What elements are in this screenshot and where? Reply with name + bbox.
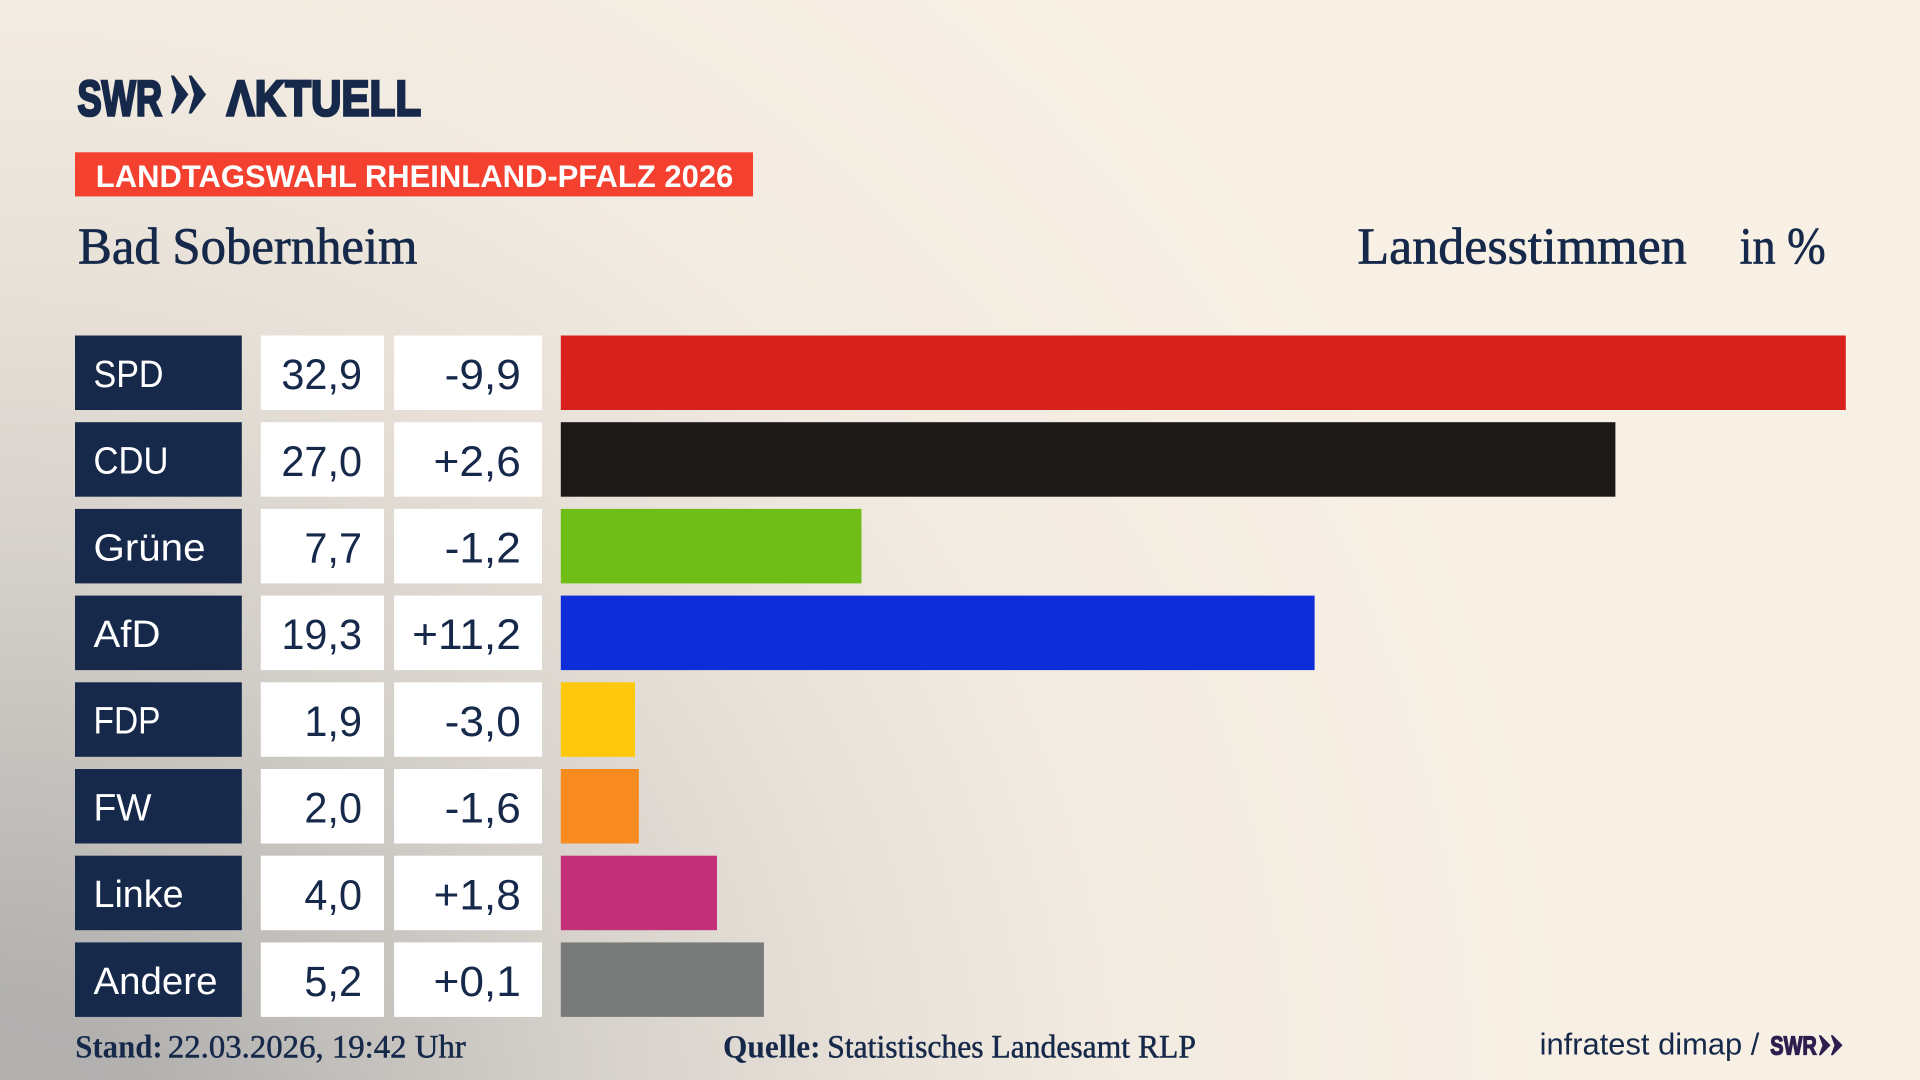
svg-text:+0,1: +0,1 xyxy=(434,959,521,1006)
svg-text:Andere: Andere xyxy=(94,961,218,1003)
svg-text:32,9: 32,9 xyxy=(281,352,362,399)
svg-text:CDU: CDU xyxy=(94,441,169,483)
svg-text:2,0: 2,0 xyxy=(304,786,362,833)
svg-text:4,0: 4,0 xyxy=(304,872,362,919)
svg-text:+11,2: +11,2 xyxy=(412,612,521,659)
svg-text:-3,0: -3,0 xyxy=(445,699,521,746)
svg-text:Statistisches Landesamt RLP: Statistisches Landesamt RLP xyxy=(827,1029,1196,1065)
svg-text:FDP: FDP xyxy=(94,701,161,743)
svg-text:-1,2: -1,2 xyxy=(445,526,521,573)
svg-text:Grüne: Grüne xyxy=(94,527,206,569)
svg-text:Linke: Linke xyxy=(94,874,184,916)
svg-text:5,2: 5,2 xyxy=(304,959,362,1006)
svg-text:LANDTAGSWAHL RHEINLAND-PFALZ 2: LANDTAGSWAHL RHEINLAND-PFALZ 2026 xyxy=(96,158,734,194)
svg-text:Stand:: Stand: xyxy=(75,1029,163,1065)
svg-text:+2,6: +2,6 xyxy=(434,439,521,486)
svg-text:infratest dimap /: infratest dimap / xyxy=(1540,1028,1760,1062)
svg-text:-1,6: -1,6 xyxy=(445,786,521,833)
svg-text:Landesstimmen: Landesstimmen xyxy=(1357,218,1686,275)
svg-text:AfD: AfD xyxy=(94,614,161,656)
svg-text:19,3: 19,3 xyxy=(281,612,362,659)
svg-text:SWR: SWR xyxy=(1770,1031,1817,1061)
svg-text:22.03.2026, 19:42 Uhr: 22.03.2026, 19:42 Uhr xyxy=(168,1029,466,1065)
svg-text:7,7: 7,7 xyxy=(304,526,362,573)
svg-text:-9,9: -9,9 xyxy=(445,352,521,399)
svg-text:Quelle:: Quelle: xyxy=(723,1029,821,1065)
svg-text:Bad Sobernheim: Bad Sobernheim xyxy=(78,218,418,275)
svg-text:FW: FW xyxy=(94,787,152,829)
svg-text:SWR: SWR xyxy=(78,71,163,127)
svg-text:SPD: SPD xyxy=(94,354,164,396)
svg-text:27,0: 27,0 xyxy=(281,439,362,486)
svg-text:1,9: 1,9 xyxy=(304,699,362,746)
svg-text:+1,8: +1,8 xyxy=(434,872,521,919)
svg-text:in %: in % xyxy=(1740,218,1826,275)
svg-text:ΛKTUELL: ΛKTUELL xyxy=(227,71,422,127)
